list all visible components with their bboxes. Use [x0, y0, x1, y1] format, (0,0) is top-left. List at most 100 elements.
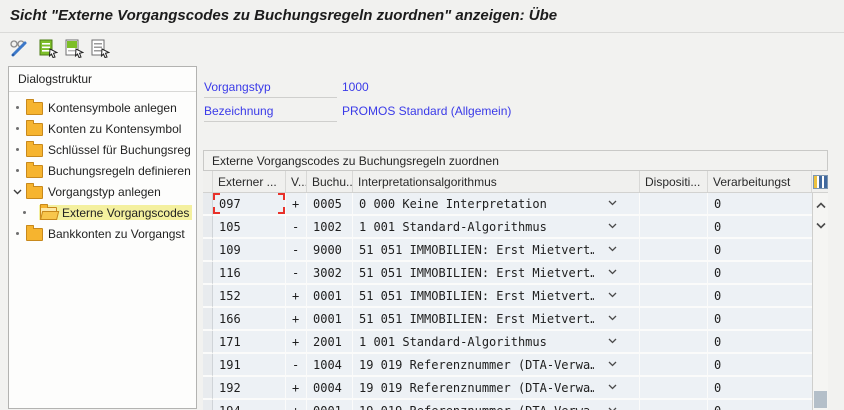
cell-disposition[interactable]: [640, 308, 708, 331]
cell-interpretationsalgorithmus[interactable]: 51 051 IMMOBILIEN: Erst Mietvert…: [353, 285, 640, 308]
dropdown-icon[interactable]: [608, 338, 617, 344]
cell-buchungsregel[interactable]: 9000: [307, 239, 353, 262]
cell-verarbeitungstyp[interactable]: 0: [708, 331, 812, 354]
cell-interpretationsalgorithmus[interactable]: 1 001 Standard-Algorithmus: [353, 331, 640, 354]
dropdown-icon[interactable]: [608, 407, 617, 410]
dropdown-icon[interactable]: [608, 315, 617, 321]
vertical-scrollbar[interactable]: [812, 193, 828, 410]
cell-externer[interactable]: 152: [213, 285, 286, 308]
cell-verarbeitungstyp[interactable]: 0: [708, 308, 812, 331]
row-selector[interactable]: [203, 308, 213, 331]
cell-interpretationsalgorithmus[interactable]: 19 019 Referenznummer (DTA-Verwa…: [353, 354, 640, 377]
cell-externer[interactable]: 097: [213, 193, 286, 216]
column-header-interpretationsalgorithmus[interactable]: Interpretationsalgorithmus: [353, 171, 640, 192]
dropdown-icon[interactable]: [608, 292, 617, 298]
cell-disposition[interactable]: [640, 239, 708, 262]
cell-buchungsregel[interactable]: 0005: [307, 193, 353, 216]
cell-externer[interactable]: 109: [213, 239, 286, 262]
row-selector[interactable]: [203, 331, 213, 354]
cell-verarbeitungstyp[interactable]: 0: [708, 193, 812, 216]
cell-externer[interactable]: 191: [213, 354, 286, 377]
cell-externer[interactable]: 105: [213, 216, 286, 239]
cell-verarbeitungstyp[interactable]: 0: [708, 262, 812, 285]
deselect-all-button[interactable]: [88, 36, 112, 60]
cell-vorzeichen[interactable]: -: [286, 239, 307, 262]
cell-externer[interactable]: 192: [213, 377, 286, 400]
cell-disposition[interactable]: [640, 354, 708, 377]
dropdown-icon[interactable]: [608, 223, 617, 229]
cell-externer[interactable]: 116: [213, 262, 286, 285]
cell-buchungsregel[interactable]: 2001: [307, 331, 353, 354]
cell-vorzeichen[interactable]: +: [286, 331, 307, 354]
column-header-vorzeichen[interactable]: V...: [286, 171, 307, 192]
column-header-disposition[interactable]: Dispositi...: [640, 171, 708, 192]
cell-disposition[interactable]: [640, 193, 708, 216]
row-selector[interactable]: [203, 377, 213, 400]
cell-buchungsregel[interactable]: 1002: [307, 216, 353, 239]
cell-externer[interactable]: 194: [213, 400, 286, 410]
column-header-externer[interactable]: Externer ...: [213, 171, 286, 192]
cell-disposition[interactable]: [640, 331, 708, 354]
cell-vorzeichen[interactable]: +: [286, 193, 307, 216]
column-header-selector[interactable]: [203, 171, 213, 192]
cell-verarbeitungstyp[interactable]: 0: [708, 377, 812, 400]
cell-vorzeichen[interactable]: +: [286, 377, 307, 400]
cell-buchungsregel[interactable]: 0001: [307, 285, 353, 308]
cell-externer[interactable]: 171: [213, 331, 286, 354]
column-header-verarbeitungstyp[interactable]: Verarbeitungst: [708, 171, 812, 192]
cell-vorzeichen[interactable]: -: [286, 216, 307, 239]
sidebar-item-vorgangstyp[interactable]: Vorgangstyp anlegen: [9, 181, 196, 202]
sidebar-item-konten-zu-kontensymbolen[interactable]: Konten zu Kontensymbol: [9, 118, 196, 139]
cell-disposition[interactable]: [640, 377, 708, 400]
scroll-down-icon[interactable]: [815, 219, 827, 231]
cell-verarbeitungstyp[interactable]: 0: [708, 400, 812, 410]
cell-disposition[interactable]: [640, 216, 708, 239]
cell-interpretationsalgorithmus[interactable]: 51 051 IMMOBILIEN: Erst Mietvert…: [353, 308, 640, 331]
cell-vorzeichen[interactable]: -: [286, 354, 307, 377]
cell-interpretationsalgorithmus[interactable]: 19 019 Referenznummer (DTA-Verwa…: [353, 377, 640, 400]
sidebar-item-buchungsregeln[interactable]: Buchungsregeln definieren: [9, 160, 196, 181]
cell-vorzeichen[interactable]: +: [286, 400, 307, 410]
cell-buchungsregel[interactable]: 3002: [307, 262, 353, 285]
dropdown-icon[interactable]: [608, 384, 617, 390]
cell-interpretationsalgorithmus[interactable]: 1 001 Standard-Algorithmus: [353, 216, 640, 239]
cell-disposition[interactable]: [640, 400, 708, 410]
cell-verarbeitungstyp[interactable]: 0: [708, 285, 812, 308]
sidebar-item-schluessel[interactable]: Schlüssel für Buchungsreg: [9, 139, 196, 160]
row-selector[interactable]: [203, 216, 213, 239]
cell-disposition[interactable]: [640, 285, 708, 308]
row-selector[interactable]: [203, 193, 213, 216]
row-selector[interactable]: [203, 354, 213, 377]
sidebar-item-bankkonten[interactable]: Bankkonten zu Vorgangst: [9, 223, 196, 244]
cell-interpretationsalgorithmus[interactable]: 51 051 IMMOBILIEN: Erst Mietvert…: [353, 262, 640, 285]
row-selector[interactable]: [203, 285, 213, 308]
table-config-button[interactable]: [812, 171, 828, 192]
display-change-button[interactable]: [8, 36, 32, 60]
cell-buchungsregel[interactable]: 0001: [307, 400, 353, 410]
cell-interpretationsalgorithmus[interactable]: 19 019 Referenznummer (DTA-Verwa…: [353, 400, 640, 410]
chevron-down-icon[interactable]: [9, 189, 25, 195]
dropdown-icon[interactable]: [608, 200, 617, 206]
cell-externer[interactable]: 166: [213, 308, 286, 331]
select-all-button[interactable]: [36, 36, 60, 60]
dropdown-icon[interactable]: [608, 361, 617, 367]
scroll-up-icon[interactable]: [815, 199, 827, 211]
row-selector[interactable]: [203, 262, 213, 285]
column-header-buchungsregel[interactable]: Buchu...: [307, 171, 353, 192]
row-selector[interactable]: [203, 239, 213, 262]
sidebar-item-externe-vorgangscodes[interactable]: Externe Vorgangscodes: [9, 202, 196, 223]
sidebar-item-kontensymbole[interactable]: Kontensymbole anlegen: [9, 97, 196, 118]
cell-disposition[interactable]: [640, 262, 708, 285]
cell-verarbeitungstyp[interactable]: 0: [708, 354, 812, 377]
cell-vorzeichen[interactable]: -: [286, 262, 307, 285]
cell-vorzeichen[interactable]: +: [286, 308, 307, 331]
select-block-button[interactable]: [62, 36, 86, 60]
cell-verarbeitungstyp[interactable]: 0: [708, 216, 812, 239]
cell-interpretationsalgorithmus[interactable]: 51 051 IMMOBILIEN: Erst Mietvert…: [353, 239, 640, 262]
cell-buchungsregel[interactable]: 0001: [307, 308, 353, 331]
cell-buchungsregel[interactable]: 0004: [307, 377, 353, 400]
dropdown-icon[interactable]: [608, 246, 617, 252]
cell-verarbeitungstyp[interactable]: 0: [708, 239, 812, 262]
scrollbar-thumb[interactable]: [814, 391, 827, 408]
cell-vorzeichen[interactable]: +: [286, 285, 307, 308]
